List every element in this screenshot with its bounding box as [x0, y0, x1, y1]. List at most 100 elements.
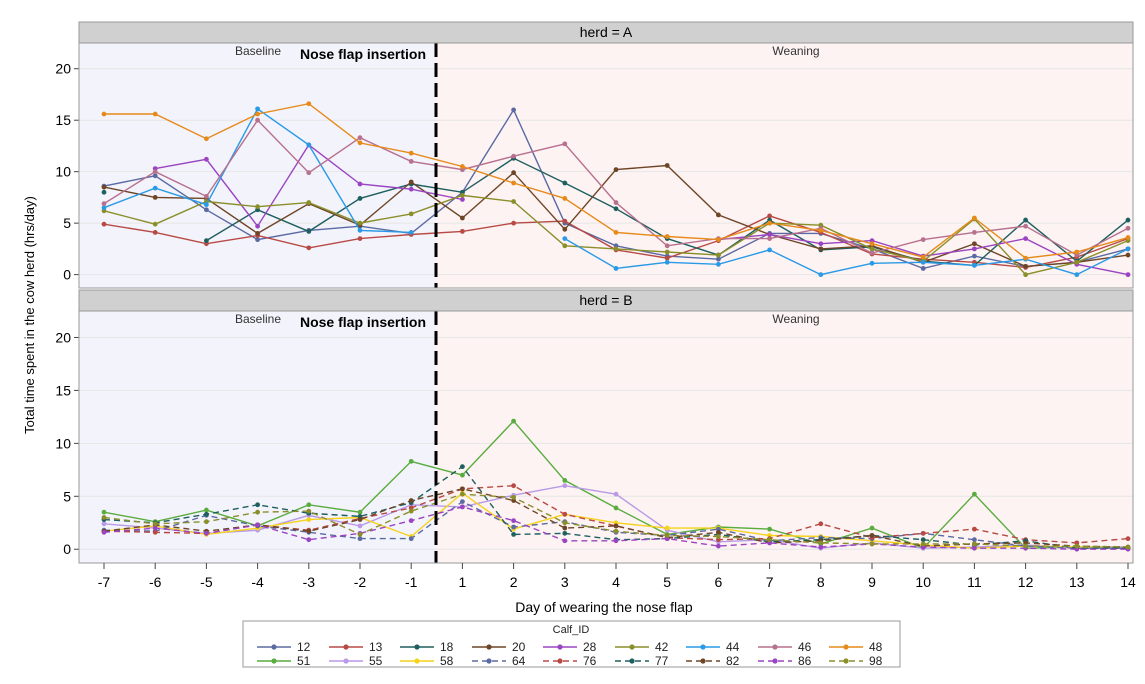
- x-tick-label: -3: [303, 574, 316, 590]
- data-point-calf-55: [613, 491, 619, 497]
- data-point-calf-98: [613, 528, 619, 534]
- data-point-calf-48: [1074, 249, 1080, 255]
- data-point-calf-18: [357, 196, 363, 201]
- data-point-calf-98: [255, 509, 260, 515]
- data-point-calf-76: [818, 521, 824, 527]
- legend-label-calf-13: 13: [369, 640, 383, 654]
- x-tick-label: -7: [98, 574, 111, 590]
- data-point-calf-20: [664, 163, 670, 168]
- data-point-calf-51: [306, 502, 312, 508]
- data-point-calf-64: [511, 524, 516, 530]
- legend-title: Calf_ID: [553, 624, 590, 636]
- data-point-calf-28: [460, 197, 465, 202]
- insertion-label: Nose flap insertion: [300, 314, 426, 330]
- legend-label-calf-98: 98: [869, 654, 883, 668]
- data-point-calf-18: [1125, 217, 1131, 223]
- data-point-calf-86: [460, 504, 465, 510]
- data-point-calf-44: [1125, 246, 1131, 252]
- data-point-calf-98: [511, 494, 516, 500]
- data-point-calf-86: [306, 537, 312, 543]
- data-point-calf-98: [204, 519, 209, 525]
- data-point-calf-44: [664, 259, 670, 265]
- data-point-calf-48: [869, 241, 875, 247]
- data-point-calf-98: [357, 532, 363, 537]
- data-point-calf-46: [972, 230, 977, 235]
- legend-marker-calf-44: [700, 644, 706, 650]
- x-tick-label: -1: [405, 574, 418, 590]
- data-point-calf-86: [255, 522, 260, 528]
- x-tick-label: 11: [967, 574, 982, 590]
- x-tick-label: 14: [1120, 574, 1136, 590]
- legend-label-calf-28: 28: [583, 640, 597, 654]
- data-point-calf-20: [613, 167, 619, 173]
- data-point-calf-28: [204, 156, 209, 162]
- data-point-calf-64: [408, 536, 414, 542]
- data-point-calf-98: [818, 540, 824, 546]
- legend-marker-calf-51: [271, 658, 277, 664]
- legend-label-calf-77: 77: [655, 654, 669, 668]
- data-point-calf-46: [204, 193, 209, 199]
- data-point-calf-20: [408, 179, 414, 185]
- data-point-calf-20: [818, 246, 824, 252]
- data-point-calf-48: [204, 136, 209, 142]
- data-point-calf-13: [511, 220, 516, 226]
- legend-box: [242, 620, 901, 668]
- data-point-calf-76: [152, 529, 158, 535]
- baseline-label: Baseline: [235, 312, 281, 326]
- data-point-calf-44: [869, 260, 875, 266]
- data-point-calf-18: [562, 180, 568, 186]
- data-point-calf-86: [972, 545, 977, 551]
- data-point-calf-48: [613, 230, 619, 235]
- legend-label-calf-51: 51: [297, 654, 311, 668]
- x-tick-label: 6: [715, 574, 723, 590]
- data-point-calf-46: [664, 243, 670, 249]
- panel-frame: [78, 42, 1134, 289]
- data-point-calf-44: [613, 266, 619, 271]
- data-point-calf-86: [408, 518, 414, 524]
- data-point-calf-51: [613, 505, 619, 511]
- data-point-calf-48: [664, 234, 670, 239]
- data-point-calf-44: [972, 262, 977, 268]
- baseline-region: [79, 311, 436, 563]
- data-point-calf-42: [408, 211, 414, 217]
- legend-label-calf-58: 58: [440, 654, 454, 668]
- x-axis-label: Day of wearing the nose flap: [515, 599, 693, 615]
- data-point-calf-48: [716, 237, 721, 243]
- data-point-calf-82: [306, 528, 312, 534]
- panel-frame: [78, 310, 1134, 564]
- data-point-calf-18: [1023, 217, 1028, 223]
- legend-label-calf-46: 46: [798, 640, 812, 654]
- data-point-calf-86: [613, 538, 619, 544]
- x-tick-label: -6: [149, 574, 162, 590]
- data-point-calf-42: [460, 192, 465, 198]
- legend-label-calf-55: 55: [369, 654, 383, 668]
- data-point-calf-98: [869, 541, 875, 547]
- data-point-calf-42: [357, 220, 363, 226]
- weaning-label: Weaning: [772, 312, 819, 326]
- data-point-calf-46: [255, 117, 260, 123]
- data-point-calf-48: [408, 150, 414, 156]
- data-point-calf-98: [920, 541, 926, 547]
- data-point-calf-46: [869, 250, 875, 256]
- data-point-calf-44: [818, 272, 824, 278]
- data-point-calf-48: [1023, 255, 1028, 261]
- data-point-calf-44: [920, 259, 926, 265]
- data-point-calf-44: [204, 202, 209, 208]
- data-point-calf-44: [306, 142, 312, 148]
- data-point-calf-28: [1023, 236, 1028, 241]
- data-point-calf-82: [408, 498, 414, 503]
- x-tick-label: 12: [1018, 574, 1034, 590]
- data-point-calf-20: [562, 226, 568, 232]
- data-point-calf-82: [562, 525, 568, 531]
- x-tick-label: 3: [561, 574, 569, 590]
- data-point-calf-12: [204, 207, 209, 213]
- x-tick-label: -4: [251, 574, 264, 590]
- data-point-calf-20: [511, 170, 516, 176]
- data-point-calf-42: [869, 246, 875, 252]
- data-point-calf-86: [101, 529, 107, 535]
- data-point-calf-46: [767, 236, 772, 241]
- legend-marker-calf-77: [629, 658, 635, 664]
- data-point-calf-12: [255, 237, 260, 243]
- data-point-calf-48: [306, 101, 312, 107]
